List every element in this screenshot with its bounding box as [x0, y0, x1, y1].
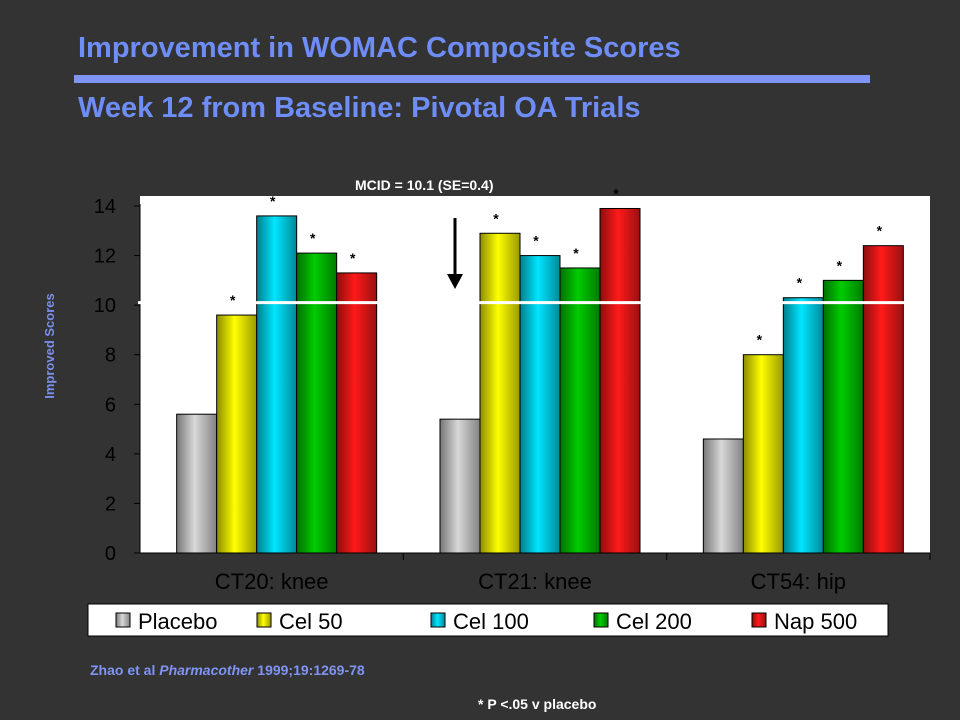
bar — [176, 413, 218, 554]
y-tick-label: 12 — [94, 246, 116, 268]
slide-title: Improvement in WOMAC Composite Scores — [78, 32, 681, 64]
bar — [216, 314, 258, 554]
significance-marker: * — [573, 245, 579, 261]
legend-swatch — [115, 612, 131, 628]
legend-label: Nap 500 — [774, 609, 857, 634]
significance-marker: * — [797, 275, 803, 291]
y-tick-label: 4 — [105, 444, 116, 466]
significance-marker: * — [310, 230, 316, 246]
title-divider — [74, 75, 870, 83]
legend-label: Cel 200 — [616, 609, 692, 634]
significance-marker: * — [230, 292, 236, 308]
bar — [742, 354, 784, 554]
legend-swatch — [430, 612, 446, 628]
significance-footnote: * P <.05 v placebo — [478, 696, 597, 712]
y-tick-label: 2 — [105, 493, 116, 515]
bar — [519, 255, 561, 554]
bar — [599, 207, 641, 554]
bar — [702, 438, 744, 554]
citation-prefix: Zhao et al — [90, 662, 160, 678]
significance-marker: * — [533, 233, 539, 249]
significance-marker: * — [837, 257, 843, 273]
x-tick-label: CT20: knee — [215, 569, 329, 594]
bar — [479, 232, 521, 554]
citation: Zhao et al Pharmacother 1999;19:1269-78 — [90, 662, 365, 678]
legend-swatch — [593, 612, 609, 628]
x-tick-label: CT54: hip — [751, 569, 846, 594]
y-tick-label: 6 — [105, 394, 116, 416]
significance-marker: * — [757, 332, 763, 348]
legend-swatch — [256, 612, 272, 628]
plot-area: 0 2 4 6 8 10 12 14 Improved Scores CT20: knee CT21… — [42, 185, 931, 594]
legend-label: Cel 50 — [279, 609, 343, 634]
significance-marker: * — [613, 185, 619, 201]
bar — [336, 272, 378, 554]
y-tick-label: 10 — [94, 295, 116, 317]
down-arrow-icon — [447, 274, 463, 289]
citation-journal: Pharmacother — [159, 662, 254, 678]
bar — [862, 245, 904, 554]
slide-subtitle: Week 12 from Baseline: Pivotal OA Trials — [78, 92, 641, 124]
bar — [822, 279, 864, 554]
significance-marker: * — [493, 210, 499, 226]
legend-box — [87, 603, 889, 637]
legend-label: Placebo — [138, 609, 218, 634]
y-tick-label: 8 — [105, 345, 116, 367]
citation-suffix: 1999;19:1269-78 — [253, 662, 365, 678]
bar — [782, 297, 824, 554]
y-axis-label: Improved Scores — [42, 293, 57, 399]
legend-swatch — [751, 612, 767, 628]
significance-marker: * — [270, 193, 276, 209]
y-tick-label: 0 — [105, 543, 116, 565]
x-tick-label: CT21: knee — [478, 569, 592, 594]
bar — [256, 215, 298, 554]
bar — [439, 418, 481, 554]
legend: Placebo Cel 50 Cel 100 Cel 200 Nap 500 — [87, 603, 889, 637]
bar — [296, 252, 338, 554]
legend-label: Cel 100 — [453, 609, 529, 634]
y-tick-label: 14 — [94, 196, 116, 218]
significance-marker: * — [350, 250, 356, 266]
mcid-annotation: MCID = 10.1 (SE=0.4) — [355, 177, 494, 193]
significance-marker: * — [877, 223, 883, 239]
bar — [559, 267, 601, 554]
